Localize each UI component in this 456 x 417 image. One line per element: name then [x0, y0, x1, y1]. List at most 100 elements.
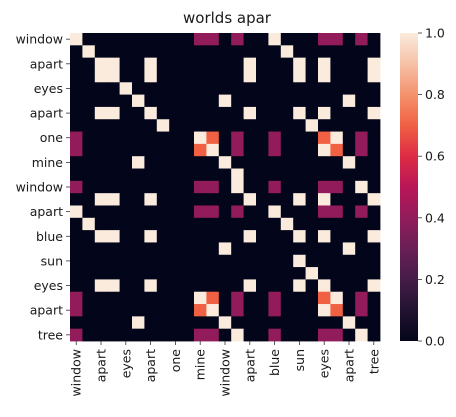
heatmap-cell — [280, 45, 294, 59]
heatmap-cell — [194, 57, 207, 71]
y-tick-label: apart — [30, 204, 63, 219]
heatmap-cell — [268, 131, 282, 145]
heatmap-cell — [355, 156, 368, 169]
heatmap-cell — [144, 94, 158, 108]
heatmap-cell — [218, 45, 232, 59]
heatmap-cell — [330, 33, 344, 46]
heatmap-cell — [342, 168, 356, 182]
heatmap-cell — [144, 193, 158, 206]
heatmap-cell — [94, 69, 108, 83]
heatmap-cell — [318, 33, 331, 46]
heatmap-cell — [355, 279, 368, 293]
heatmap-cell — [82, 131, 96, 145]
heatmap-cell — [231, 119, 244, 132]
heatmap-cell — [280, 291, 294, 305]
heatmap-cell — [132, 45, 145, 59]
heatmap-cell — [342, 143, 356, 157]
heatmap-cell — [342, 119, 356, 132]
heatmap-cell — [107, 304, 120, 317]
heatmap-cell — [107, 119, 120, 132]
heatmap-cell — [243, 205, 257, 219]
heatmap-cell — [107, 131, 120, 145]
heatmap-cell — [367, 180, 381, 194]
heatmap-cell — [293, 328, 306, 342]
heatmap-cell — [181, 33, 195, 46]
heatmap-cell — [169, 230, 182, 243]
heatmap-cell — [156, 242, 170, 256]
heatmap-cell — [218, 217, 232, 231]
heatmap-cell — [70, 254, 83, 268]
heatmap-cell — [318, 45, 331, 59]
heatmap-cell — [218, 33, 232, 46]
heatmap-cell — [119, 217, 133, 231]
heatmap-cell — [132, 230, 145, 243]
heatmap-cell — [355, 94, 368, 108]
heatmap-cell — [330, 267, 344, 280]
heatmap-cell — [70, 168, 83, 182]
heatmap-cell — [169, 131, 182, 145]
heatmap-cell — [144, 106, 158, 120]
x-tick-label: blue — [267, 349, 282, 376]
heatmap-cell — [82, 230, 96, 243]
heatmap-cell — [367, 304, 381, 317]
heatmap-cell — [169, 267, 182, 280]
colorbar-tick-label: 0.6 — [425, 149, 445, 164]
heatmap-cell — [280, 57, 294, 71]
heatmap-cell — [132, 267, 145, 280]
heatmap-cell — [181, 156, 195, 169]
heatmap-cell — [280, 106, 294, 120]
heatmap-cell — [82, 193, 96, 206]
heatmap-cell — [194, 328, 207, 342]
heatmap-cell — [243, 230, 257, 243]
heatmap-cell — [367, 242, 381, 256]
heatmap-cell — [305, 131, 319, 145]
heatmap-cell — [156, 230, 170, 243]
heatmap-cell — [169, 254, 182, 268]
heatmap-cell — [256, 316, 269, 330]
heatmap-cell — [132, 57, 145, 71]
heatmap-cell — [355, 193, 368, 206]
heatmap-cell — [70, 69, 83, 83]
heatmap-cell — [94, 316, 108, 330]
heatmap-cell — [144, 267, 158, 280]
heatmap-cell — [280, 304, 294, 317]
heatmap-cell — [231, 230, 244, 243]
heatmap-cell — [156, 156, 170, 169]
heatmap-cell — [231, 316, 244, 330]
x-tick-label: apart — [242, 349, 257, 382]
heatmap-cell — [70, 33, 83, 46]
heatmap-cell — [231, 168, 244, 182]
heatmap-cell — [107, 156, 120, 169]
heatmap-cell — [156, 193, 170, 206]
heatmap-cell — [144, 217, 158, 231]
heatmap-cell — [194, 267, 207, 280]
heatmap-cell — [243, 217, 257, 231]
heatmap-cell — [107, 143, 120, 157]
heatmap-cell — [243, 304, 257, 317]
heatmap-cell — [342, 267, 356, 280]
heatmap-cell — [218, 57, 232, 71]
heatmap-cell — [305, 180, 319, 194]
heatmap-cell — [231, 131, 244, 145]
heatmap-cell — [132, 304, 145, 317]
heatmap-cell — [132, 69, 145, 83]
heatmap-cell — [169, 143, 182, 157]
heatmap-cell — [231, 106, 244, 120]
heatmap-cell — [355, 304, 368, 317]
heatmap-cell — [107, 242, 120, 256]
heatmap-cell — [293, 45, 306, 59]
heatmap-cell — [169, 304, 182, 317]
heatmap-cell — [330, 217, 344, 231]
heatmap-cell — [107, 328, 120, 342]
heatmap-cell — [231, 33, 244, 46]
heatmap-cell — [243, 106, 257, 120]
heatmap-cell — [169, 156, 182, 169]
heatmap-cell — [218, 267, 232, 280]
heatmap-cell — [194, 242, 207, 256]
heatmap-cell — [268, 82, 282, 95]
heatmap-cell — [94, 45, 108, 59]
heatmap-cell — [355, 328, 368, 342]
heatmap-cell — [156, 291, 170, 305]
heatmap-cell — [293, 230, 306, 243]
heatmap-cell — [342, 156, 356, 169]
